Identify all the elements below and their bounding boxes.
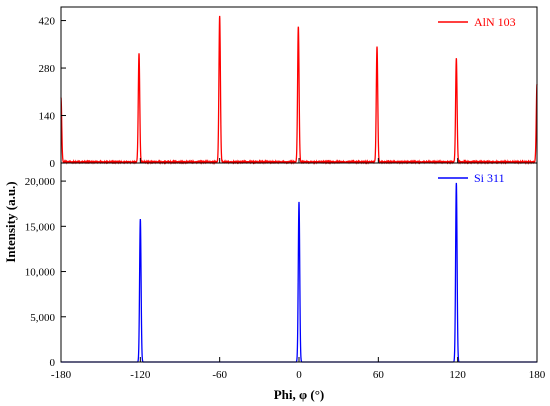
y-axis-title: Intensity (a.u.) [3,181,18,262]
axes-layer: 0 140 280 420 AlN 103 0 5,000 10,000 15,000 20,00… [25,6,546,381]
x-tick-label-3: 0 [296,369,302,381]
x-axis-title: Phi, φ (°) [274,387,325,402]
y-tick-label-1-0: 0 [50,357,56,369]
x-tick-label-5: 120 [449,369,466,381]
legend-label-0: AlN 103 [474,15,516,29]
y-tick-label-1-4: 20,000 [25,176,56,188]
x-tick-label-1: -120 [130,369,151,381]
x-tick-label-0: -180 [51,369,72,381]
x-tick-label-4: 60 [373,369,385,381]
y-tick-label-0-3: 420 [39,16,56,28]
x-tick-label-6: 180 [529,369,546,381]
legend-label-1: Si 311 [474,171,505,185]
y-tick-label-1-1: 5,000 [30,312,55,324]
series-line-aln-103 [60,15,538,165]
y-tick-label-0-0: 0 [50,158,56,170]
y-tick-label-1-2: 10,000 [25,267,56,279]
y-tick-label-0-2: 280 [39,63,56,75]
x-tick-label-2: -60 [212,369,227,381]
y-tick-label-1-3: 15,000 [25,221,56,233]
plot-area [60,15,538,363]
series-line-si-311 [61,182,537,363]
y-tick-label-0-1: 140 [39,111,56,123]
